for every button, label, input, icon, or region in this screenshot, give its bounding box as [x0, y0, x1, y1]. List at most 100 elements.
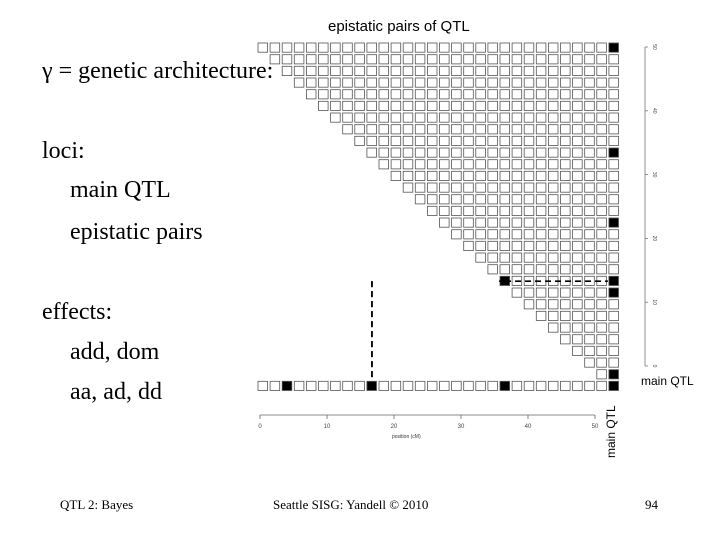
grid-cell	[548, 217, 559, 228]
highlighted-cell	[608, 369, 619, 380]
grid-cell	[378, 159, 390, 170]
grid-cell	[475, 240, 486, 251]
grid-cell	[511, 252, 523, 263]
grid-cell	[560, 170, 571, 181]
grid-cell	[608, 240, 619, 251]
effects-item-add-dom: add, dom	[70, 339, 160, 365]
grid-cell	[451, 54, 462, 65]
grid-cell	[596, 135, 607, 146]
grid-cell	[378, 54, 390, 65]
grid-cell	[439, 170, 450, 181]
grid-cell	[342, 42, 353, 53]
grid-cell	[535, 170, 547, 181]
grid-cell	[414, 42, 426, 53]
grid-cell	[414, 170, 426, 181]
grid-cell	[560, 77, 571, 88]
grid-cell	[487, 42, 498, 53]
grid-cell	[572, 42, 583, 53]
grid-cell	[608, 229, 619, 240]
grid-cell	[378, 65, 390, 76]
highlighted-cell	[499, 380, 511, 391]
grid-cell	[548, 264, 559, 275]
grid-cell	[414, 54, 426, 65]
grid-cell	[390, 89, 402, 100]
grid-cell	[414, 159, 426, 170]
grid-cell	[596, 229, 607, 240]
grid-cell	[451, 65, 462, 76]
grid-cell	[402, 42, 414, 53]
grid-cell	[511, 205, 523, 216]
grid-cell	[596, 264, 607, 275]
grid-cell	[608, 65, 619, 76]
grid-cell	[463, 159, 474, 170]
grid-cell	[342, 65, 353, 76]
grid-cell	[402, 380, 414, 391]
grid-cell	[366, 42, 377, 53]
grid-cell	[596, 380, 607, 391]
grid-cell	[560, 205, 571, 216]
grid-cell	[511, 42, 523, 53]
grid-cell	[487, 252, 498, 263]
x-tick-label: 50	[592, 424, 599, 430]
grid-cell	[402, 170, 414, 181]
grid-cell	[608, 252, 619, 263]
grid-cell	[608, 357, 619, 368]
grid-cell	[378, 135, 390, 146]
grid-cell	[414, 112, 426, 123]
grid-cell	[596, 100, 607, 111]
grid-cell	[548, 299, 559, 310]
grid-cell	[390, 65, 402, 76]
grid-cell	[572, 182, 583, 193]
grid-cell	[366, 54, 377, 65]
grid-cell	[572, 229, 583, 240]
grid-cell	[439, 77, 450, 88]
grid-cell	[535, 135, 547, 146]
grid-cell	[318, 77, 329, 88]
grid-cell	[402, 124, 414, 135]
grid-cell	[426, 182, 438, 193]
grid-cell	[499, 100, 511, 111]
grid-cell	[584, 65, 595, 76]
loci-item-main-qtl: main QTL	[70, 177, 171, 203]
grid-cell	[572, 322, 583, 333]
grid-cell	[439, 217, 450, 228]
grid-cell	[378, 100, 390, 111]
grid-cell	[499, 42, 511, 53]
grid-cell	[560, 89, 571, 100]
grid-cell	[548, 182, 559, 193]
grid-cell	[439, 65, 450, 76]
x-tick-label: 20	[391, 424, 398, 430]
grid-cell	[426, 380, 438, 391]
grid-cell	[523, 380, 535, 391]
grid-cell	[548, 310, 559, 321]
grid-cell	[511, 147, 523, 158]
grid-cell	[439, 159, 450, 170]
grid-cell	[475, 170, 486, 181]
grid-cell	[463, 229, 474, 240]
grid-cell	[596, 89, 607, 100]
grid-cell	[548, 147, 559, 158]
grid-cell	[548, 54, 559, 65]
grid-cell	[511, 380, 523, 391]
grid-cell	[535, 147, 547, 158]
grid-cell	[487, 170, 498, 181]
grid-cell	[475, 112, 486, 123]
grid-cell	[499, 182, 511, 193]
grid-cell	[390, 112, 402, 123]
y-tick-label: 20	[651, 236, 657, 242]
grid-cell	[584, 124, 595, 135]
grid-cell	[596, 159, 607, 170]
grid-cell	[487, 240, 498, 251]
grid-cell	[439, 89, 450, 100]
grid-cell	[257, 380, 269, 391]
grid-cell	[584, 170, 595, 181]
grid-cell	[535, 42, 547, 53]
grid-cell	[608, 159, 619, 170]
grid-cell	[584, 159, 595, 170]
grid-cell	[390, 54, 402, 65]
grid-cell	[560, 54, 571, 65]
y-tick-label: 0	[651, 365, 657, 368]
grid-cell	[523, 264, 535, 275]
grid-cell	[499, 65, 511, 76]
grid-cell	[402, 159, 414, 170]
